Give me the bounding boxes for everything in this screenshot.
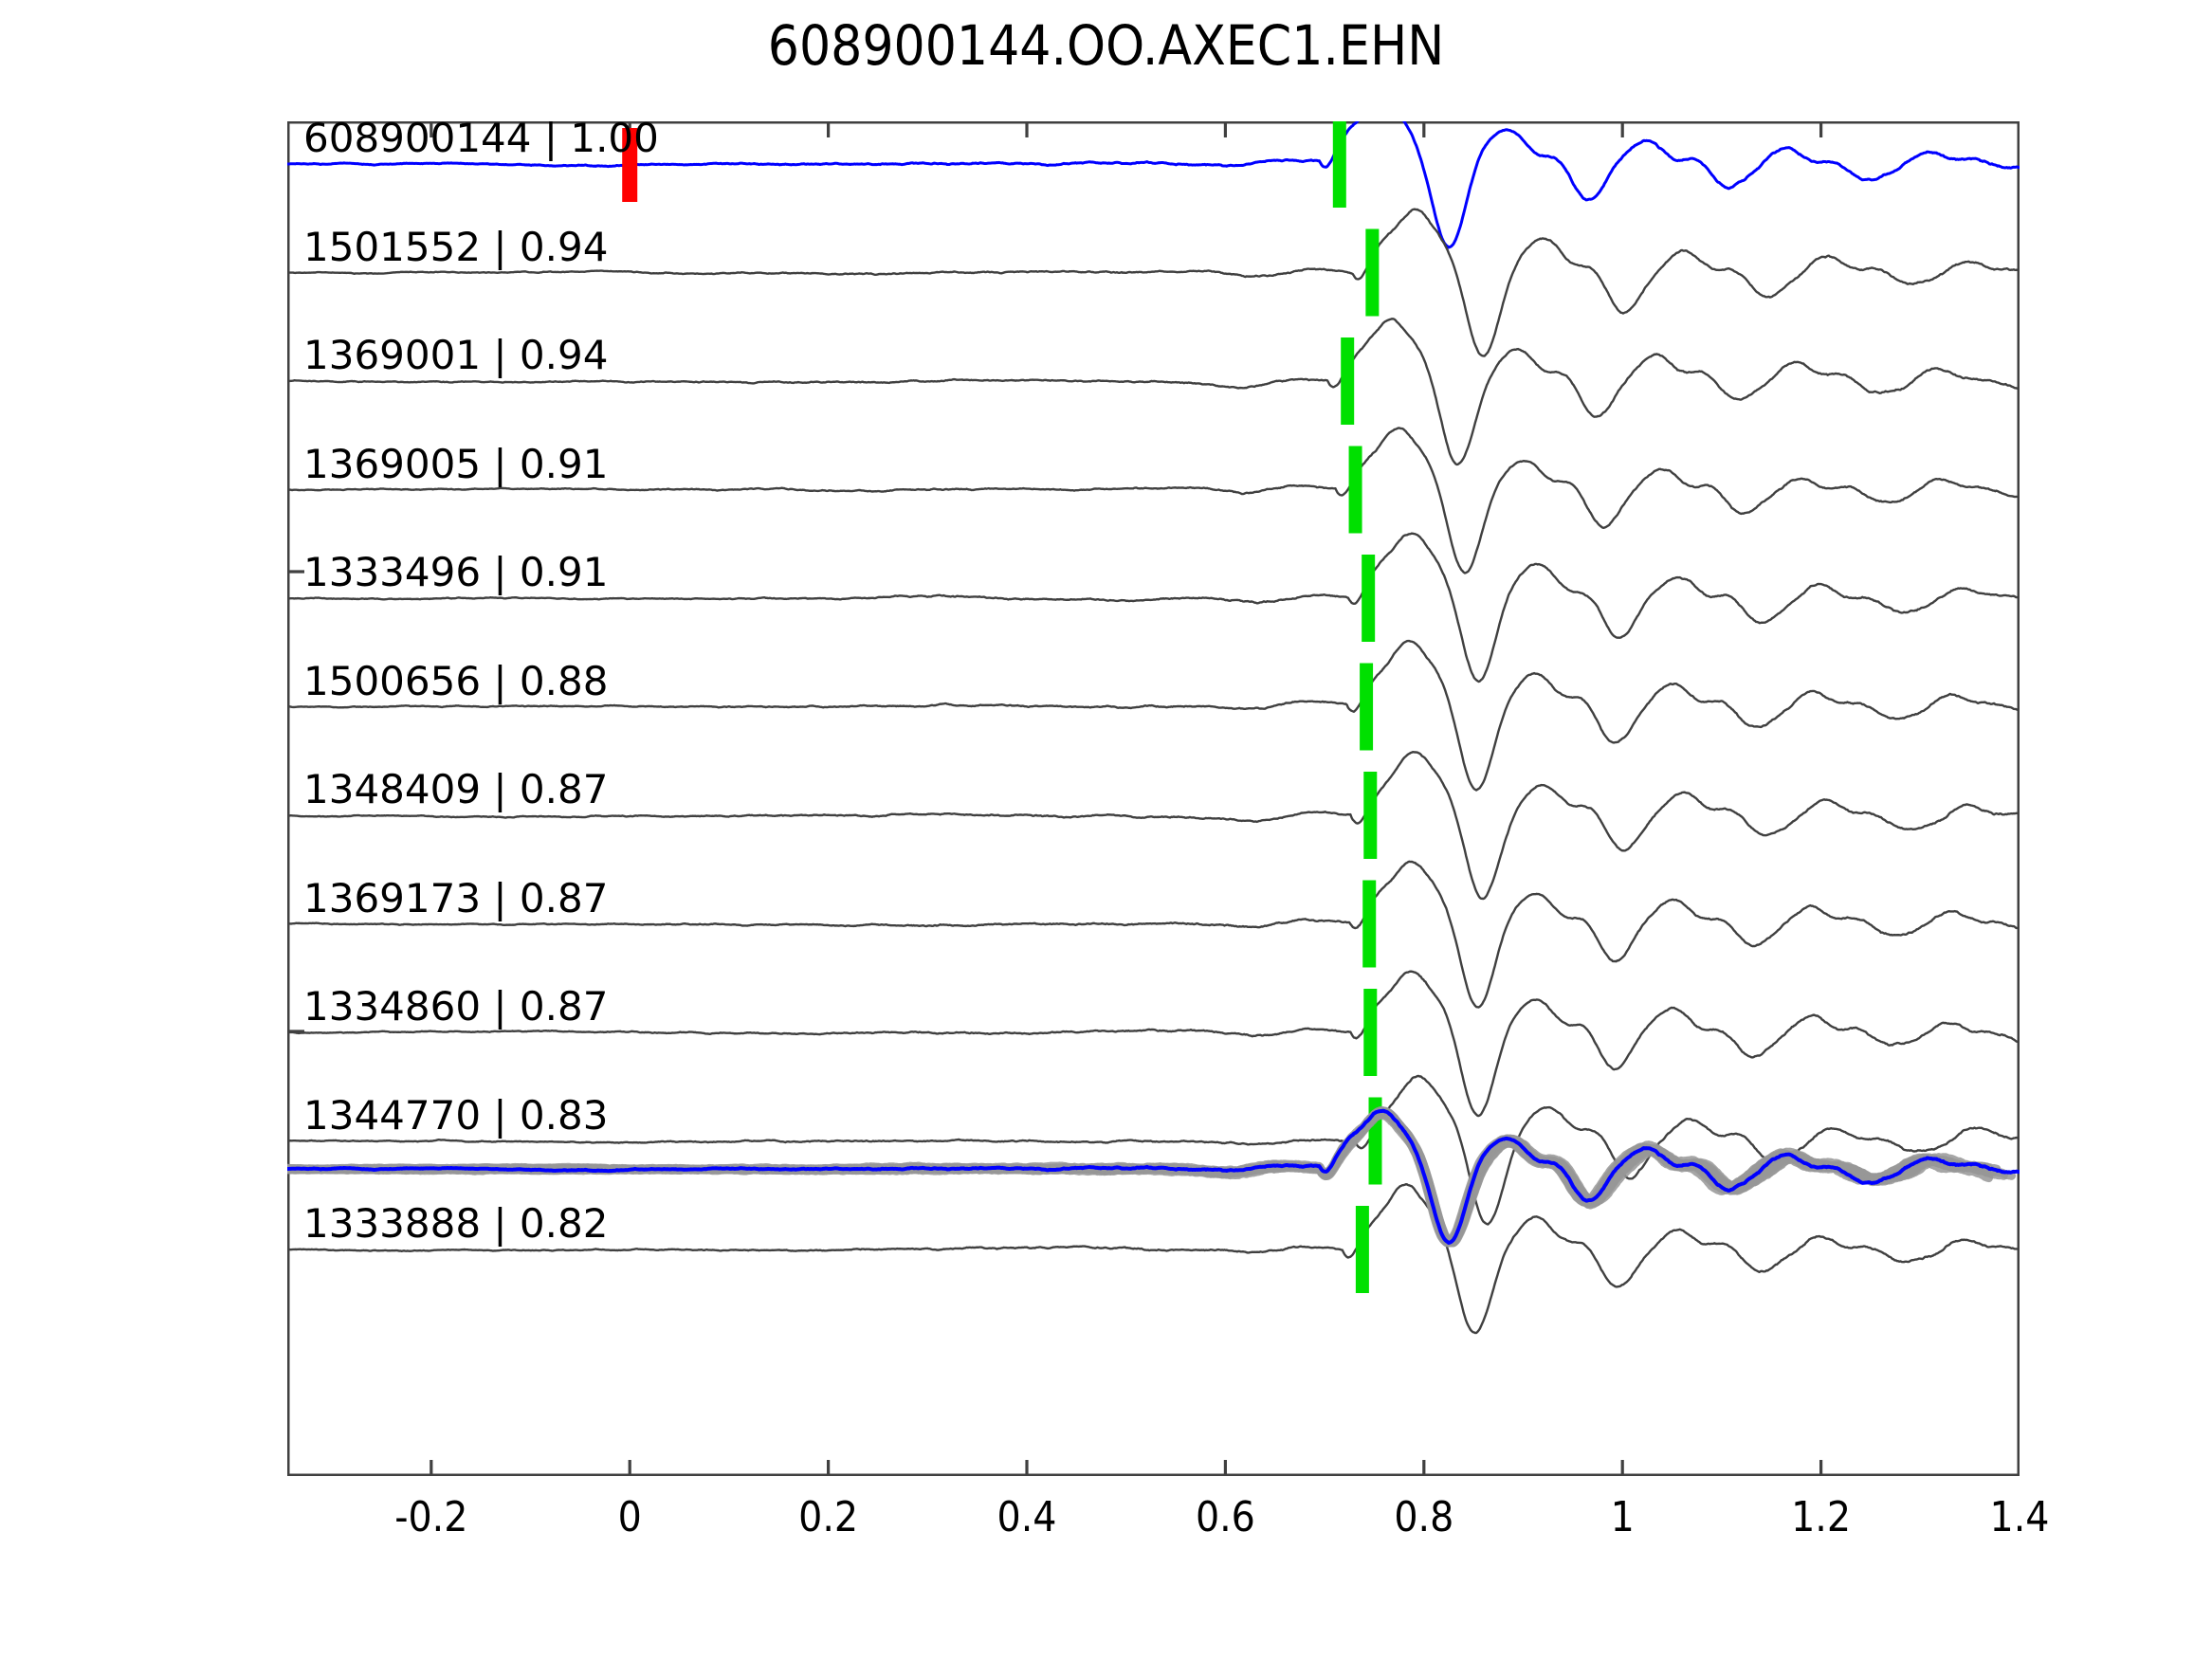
trace-line (287, 1074, 2020, 1226)
pick-marker-green[interactable] (1362, 555, 1376, 642)
trace-group (287, 860, 2020, 1009)
trace-label: 1500656 | 0.88 (303, 657, 609, 704)
waveform-plot (287, 121, 2020, 1476)
trace-group (287, 427, 2020, 574)
waveform-svg (287, 121, 2020, 1476)
trace-label: 1334860 | 0.87 (303, 983, 609, 1030)
page-title: 608900144.OO.AXEC1.EHN (767, 13, 1445, 78)
trace-line (287, 427, 2020, 574)
x-tick-label: 0.8 (1394, 1493, 1454, 1541)
x-tick-label: 1.2 (1791, 1493, 1852, 1541)
pick-marker-green[interactable] (1341, 337, 1355, 425)
trace-group (287, 208, 2020, 357)
trace-line (287, 639, 2020, 792)
trace-line (287, 318, 2020, 466)
x-tick-label: 1.4 (1989, 1493, 2050, 1541)
trace-line (287, 121, 2020, 249)
x-tick-label: 0.4 (996, 1493, 1057, 1541)
pick-marker-green[interactable] (1363, 989, 1378, 1076)
trace-line (287, 1183, 2020, 1335)
x-tick-label: 0 (617, 1493, 642, 1541)
x-tick-group (430, 121, 2020, 1476)
trace-label: 1369173 | 0.87 (303, 874, 609, 921)
origin-marker-red[interactable] (622, 128, 638, 202)
trace-label: 1348409 | 0.87 (303, 766, 609, 812)
trace-label: 1333496 | 0.91 (303, 549, 609, 595)
trace-group (287, 639, 2020, 792)
pick-marker-green[interactable] (1365, 228, 1380, 317)
x-tick-label: 0.6 (1195, 1493, 1255, 1541)
x-tick-label: -0.2 (394, 1493, 468, 1541)
trace-label: 1501552 | 0.94 (303, 223, 609, 270)
pick-marker-green[interactable] (1348, 446, 1362, 534)
trace-line (287, 532, 2020, 684)
trace-line (287, 208, 2020, 357)
x-tick-label: 0.2 (798, 1493, 859, 1541)
trace-label: 1369005 | 0.91 (303, 440, 609, 487)
trace-line (287, 751, 2020, 901)
pick-marker-green[interactable] (1362, 880, 1377, 968)
trace-line (287, 970, 2020, 1118)
trace-group (287, 751, 2020, 901)
trace-group (287, 121, 2020, 249)
x-tick-label: 1 (1610, 1493, 1635, 1541)
stack-trace-template (287, 1108, 2020, 1245)
trace-label: 1333888 | 0.82 (303, 1200, 609, 1247)
stack-panel (287, 1105, 2020, 1248)
trace-label: 1369001 | 0.94 (303, 332, 609, 378)
trace-group (287, 532, 2020, 684)
trace-label: 608900144 | 1.00 (303, 115, 659, 161)
pick-marker-green[interactable] (1360, 663, 1374, 751)
trace-label: 1344770 | 0.83 (303, 1091, 609, 1139)
trace-line (287, 860, 2020, 1009)
pick-marker-green[interactable] (1355, 1206, 1369, 1293)
trace-group (287, 318, 2020, 466)
pick-marker-green[interactable] (1332, 121, 1346, 208)
trace-group (287, 970, 2020, 1118)
trace-group (287, 1183, 2020, 1335)
pick-marker-green[interactable] (1363, 772, 1378, 859)
